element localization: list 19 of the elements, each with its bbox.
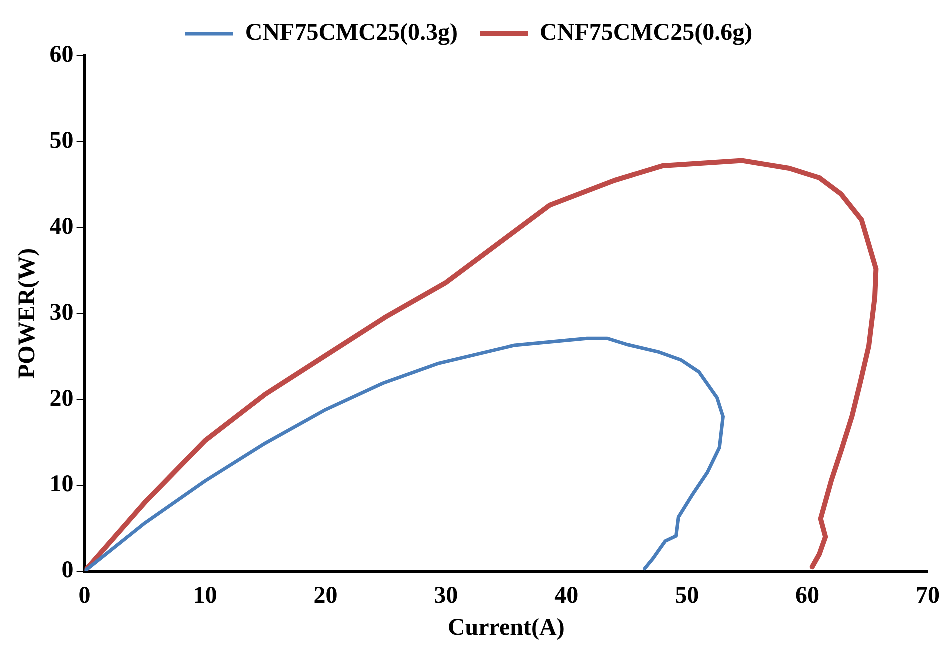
legend-label: CNF75CMC25(0.3g) [245,20,458,46]
x-tick-label: 10 [193,583,218,610]
x-tick-label: 20 [314,583,338,610]
x-tick-label: 70 [916,583,940,610]
y-tick-label: 50 [50,128,74,154]
x-tick-label: 50 [675,583,700,610]
x-tick-label: 40 [554,583,579,610]
x-tick-label: 60 [796,583,820,610]
x-tick-label: 30 [434,583,458,610]
y-tick-label: 0 [62,558,74,584]
y-tick-label: 20 [50,386,74,412]
y-axis-title: POWER(W) [14,248,41,380]
x-tick-label: 0 [78,583,91,610]
y-tick-label: 30 [50,300,74,326]
y-tick-label: 40 [50,214,74,240]
y-tick-label: 10 [50,472,74,498]
x-axis-title: Current(A) [448,614,565,641]
legend-label: CNF75CMC25(0.6g) [540,20,753,46]
y-tick-label: 60 [50,42,74,68]
